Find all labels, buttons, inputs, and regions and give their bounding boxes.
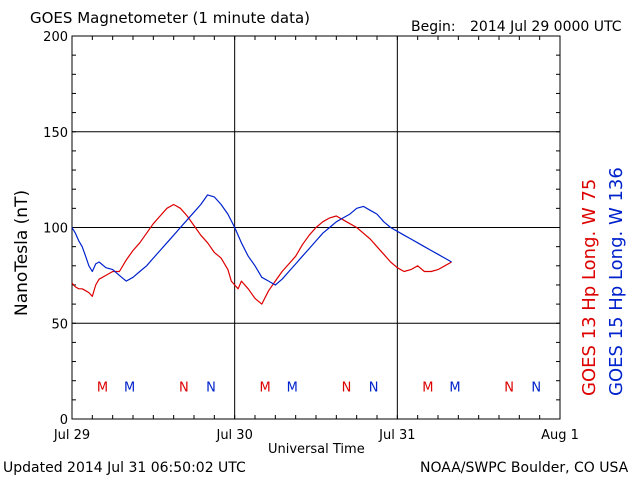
noon-marker: N xyxy=(206,380,216,395)
data-source: NOAA/SWPC Boulder, CO USA xyxy=(420,460,629,476)
x-tick-label: Aug 1 xyxy=(541,428,579,443)
y-axis-label: NanoTesla (nT) xyxy=(12,189,32,316)
x-tick-label: Jul 29 xyxy=(53,428,90,443)
noon-marker: N xyxy=(342,380,352,395)
midnight-marker: M xyxy=(287,380,298,395)
x-axis-label: Universal Time xyxy=(268,442,365,457)
noon-marker: N xyxy=(531,380,541,395)
legend-goes13: GOES 13 Hp Long. W 75 xyxy=(579,178,600,396)
x-tick-label: Jul 31 xyxy=(378,428,415,443)
y-tick-label: 0 xyxy=(60,413,68,428)
y-tick-label: 200 xyxy=(43,30,68,45)
y-tick-label: 50 xyxy=(51,317,68,332)
series-goes13-line xyxy=(71,203,452,305)
begin-value: 2014 Jul 29 0000 UTC xyxy=(470,19,622,35)
midnight-marker: M xyxy=(260,380,271,395)
noon-marker: N xyxy=(369,380,379,395)
chart-title: GOES Magnetometer (1 minute data) xyxy=(30,9,311,27)
midnight-marker: M xyxy=(97,380,108,395)
begin-label: Begin: xyxy=(411,19,456,35)
y-tick-label: 150 xyxy=(43,126,68,141)
series-goes15-line xyxy=(71,194,452,286)
updated-timestamp: Updated 2014 Jul 31 06:50:02 UTC xyxy=(3,460,246,476)
legend-goes15: GOES 15 Hp Long. W 136 xyxy=(606,167,627,396)
noon-marker: N xyxy=(504,380,514,395)
midnight-marker: M xyxy=(124,380,135,395)
y-tick-label: 100 xyxy=(43,222,68,237)
noon-marker: N xyxy=(179,380,189,395)
midnight-marker: M xyxy=(449,380,460,395)
x-tick-label: Jul 30 xyxy=(215,428,252,443)
midnight-marker: M xyxy=(422,380,433,395)
